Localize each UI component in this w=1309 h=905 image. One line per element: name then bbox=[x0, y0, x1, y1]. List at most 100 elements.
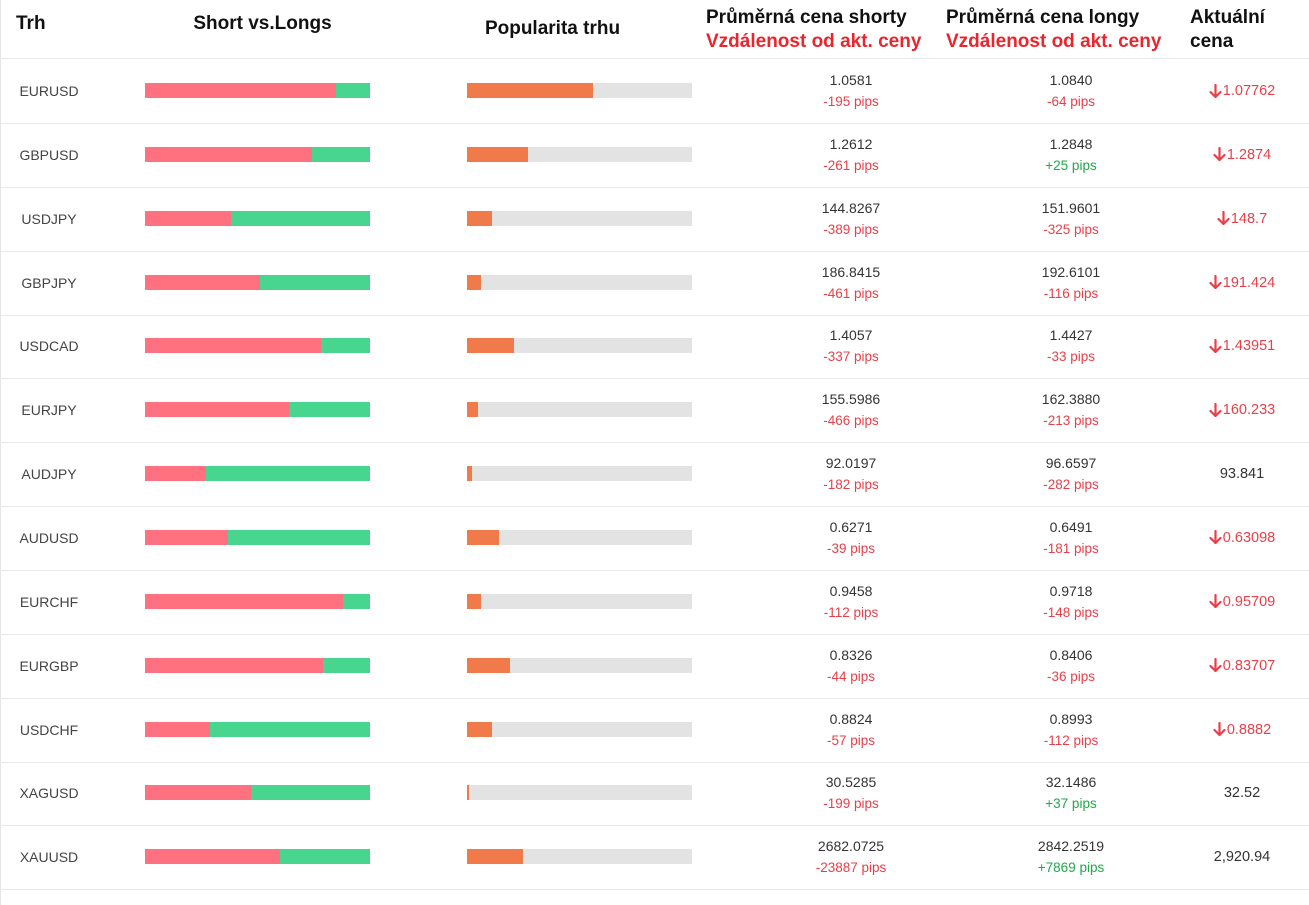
avg-long-cell: 151.9601 -325 pips bbox=[971, 187, 1171, 251]
avg-short-cell: 0.8326 -44 pips bbox=[751, 634, 951, 698]
header-avg-long-title: Průměrná cena longy bbox=[946, 7, 1140, 28]
short-share-fill bbox=[145, 210, 231, 226]
table-row[interactable]: XAUUSD 2682.0725 -23887 pips 2842.2519 +7869… bbox=[0, 825, 1309, 891]
table-header: Trh Short vs.Longs Popularita trhu Průmě… bbox=[0, 0, 1309, 59]
market-pair[interactable]: AUDUSD bbox=[19, 529, 79, 546]
avg-short-price: 144.8267 bbox=[821, 199, 881, 216]
popularity-fill bbox=[467, 721, 492, 737]
table-row[interactable]: EURJPY 155.5986 -466 pips 162.3880 -213 pips… bbox=[0, 378, 1309, 444]
short-share-fill bbox=[145, 721, 211, 737]
avg-short-cell: 144.8267 -389 pips bbox=[751, 187, 951, 251]
market-pair[interactable]: EURCHF bbox=[19, 593, 79, 610]
avg-long-cell: 96.6597 -282 pips bbox=[971, 442, 1171, 506]
table-row[interactable]: XAGUSD 30.5285 -199 pips 32.1486 +37 pips 32.… bbox=[0, 761, 1309, 827]
short-long-bar bbox=[145, 146, 370, 162]
current-price-value: 1.07762 bbox=[1222, 83, 1276, 99]
long-distance-pips: -64 pips bbox=[1046, 94, 1096, 109]
table-row[interactable]: EURGBP 0.8326 -44 pips 0.8406 -36 pips 0.8370… bbox=[0, 634, 1309, 699]
popularity-fill bbox=[467, 210, 492, 226]
long-distance-pips: -112 pips bbox=[1043, 732, 1099, 748]
long-distance-pips: +7869 pips bbox=[1037, 860, 1105, 876]
avg-long-cell: 0.9718 -148 pips bbox=[971, 570, 1171, 634]
long-distance-pips: -213 pips bbox=[1043, 413, 1099, 429]
short-distance-pips: -57 pips bbox=[826, 732, 876, 748]
current-price: 32.52 bbox=[1182, 761, 1302, 825]
avg-long-price: 2842.2519 bbox=[1037, 838, 1105, 855]
market-pair[interactable]: GBPUSD bbox=[19, 146, 79, 163]
current-price: 93.841 bbox=[1182, 442, 1302, 506]
current-price: 191.424 bbox=[1182, 251, 1302, 315]
short-distance-pips: -389 pips bbox=[823, 221, 879, 237]
avg-long-cell: 1.0840 -64 pips bbox=[971, 59, 1171, 123]
avg-short-cell: 1.2612 -261 pips bbox=[751, 123, 951, 187]
current-price-value: 0.83707 bbox=[1222, 657, 1276, 674]
short-distance-pips: -466 pips bbox=[823, 413, 879, 429]
short-distance-pips: -44 pips bbox=[826, 668, 876, 684]
header-short-vs-longs: Short vs.Longs bbox=[193, 13, 332, 34]
table-row[interactable]: USDCAD 1.4057 -337 pips 1.4427 -33 pips 1.439… bbox=[0, 314, 1309, 380]
table-row[interactable]: EURUSD 1.0581 -195 pips 1.0840 -64 pips 1.077… bbox=[0, 59, 1309, 124]
avg-long-price: 151.9601 bbox=[1041, 199, 1101, 216]
table-row[interactable]: USDJPY 144.8267 -389 pips 151.9601 -325 pips… bbox=[0, 187, 1309, 252]
market-pair[interactable]: USDJPY bbox=[21, 210, 77, 227]
popularity-fill bbox=[467, 657, 510, 673]
market-pair[interactable]: XAUUSD bbox=[19, 849, 79, 866]
avg-short-price: 1.2612 bbox=[829, 135, 873, 152]
market-pair[interactable]: EURJPY bbox=[21, 402, 77, 419]
avg-long-cell: 0.6491 -181 pips bbox=[971, 506, 1171, 570]
avg-short-cell: 30.5285 -199 pips bbox=[751, 761, 951, 825]
market-pair[interactable]: EURUSD bbox=[19, 83, 79, 99]
avg-long-cell: 0.8406 -36 pips bbox=[971, 634, 1171, 698]
market-pair[interactable]: USDCHF bbox=[19, 721, 79, 738]
avg-short-cell: 1.0581 -195 pips bbox=[751, 59, 951, 123]
current-price: 1.43951 bbox=[1182, 314, 1302, 378]
header-avg-short: Průměrná cena shorty Vzdálenost od akt. … bbox=[706, 6, 921, 54]
popularity-bar bbox=[467, 721, 692, 737]
market-pair[interactable]: AUDJPY bbox=[21, 466, 77, 483]
arrow-down-icon bbox=[1217, 211, 1230, 226]
short-distance-pips: -112 pips bbox=[823, 604, 879, 620]
short-share-fill bbox=[145, 402, 289, 418]
popularity-bar bbox=[467, 849, 692, 865]
long-distance-pips: -282 pips bbox=[1043, 477, 1099, 493]
current-price-value: 0.95709 bbox=[1222, 593, 1276, 610]
market-pair[interactable]: EURGBP bbox=[19, 657, 79, 674]
market-pair[interactable]: XAGUSD bbox=[19, 785, 79, 802]
current-price: 148.7 bbox=[1182, 187, 1302, 251]
popularity-bar bbox=[467, 529, 692, 545]
avg-short-price: 92.0197 bbox=[825, 455, 877, 472]
short-long-bar bbox=[145, 83, 370, 98]
avg-long-price: 96.6597 bbox=[1045, 455, 1097, 472]
popularity-fill bbox=[467, 849, 524, 865]
avg-long-price: 0.8993 bbox=[1049, 710, 1093, 727]
table-row[interactable]: USDCHF 0.8824 -57 pips 0.8993 -112 pips 0.888… bbox=[0, 698, 1309, 763]
avg-short-cell: 2682.0725 -23887 pips bbox=[751, 825, 951, 889]
short-share-fill bbox=[145, 274, 260, 290]
table-row[interactable]: EURCHF 0.9458 -112 pips 0.9718 -148 pips 0.95… bbox=[0, 570, 1309, 635]
short-distance-pips: -195 pips bbox=[823, 94, 879, 109]
arrow-down-icon bbox=[1209, 530, 1222, 545]
table-row[interactable]: AUDUSD 0.6271 -39 pips 0.6491 -181 pips 0.630… bbox=[0, 506, 1309, 571]
short-share-fill bbox=[145, 338, 321, 354]
market-pair[interactable]: USDCAD bbox=[19, 338, 79, 355]
current-price-value: 160.233 bbox=[1222, 402, 1276, 419]
short-share-fill bbox=[145, 466, 206, 482]
arrow-down-icon bbox=[1209, 594, 1222, 609]
short-long-bar bbox=[145, 849, 370, 865]
popularity-bar bbox=[467, 210, 692, 226]
table-row[interactable]: GBPUSD 1.2612 -261 pips 1.2848 +25 pips 1.287… bbox=[0, 123, 1309, 188]
popularity-fill bbox=[467, 338, 515, 354]
long-distance-pips: -325 pips bbox=[1043, 221, 1099, 237]
short-distance-pips: -261 pips bbox=[823, 157, 879, 173]
table-row[interactable]: GBPJPY 186.8415 -461 pips 192.6101 -116 pips… bbox=[0, 251, 1309, 316]
short-long-bar bbox=[145, 529, 370, 545]
arrow-down-icon bbox=[1213, 722, 1226, 737]
market-pair[interactable]: GBPJPY bbox=[21, 274, 77, 291]
current-price: 0.95709 bbox=[1182, 570, 1302, 634]
current-price: 0.83707 bbox=[1182, 634, 1302, 698]
current-price-value: 93.841 bbox=[1219, 466, 1265, 483]
long-distance-pips: -33 pips bbox=[1046, 349, 1096, 365]
short-distance-pips: -39 pips bbox=[826, 540, 876, 556]
table-row[interactable]: AUDJPY 92.0197 -182 pips 96.6597 -282 pips 93… bbox=[0, 442, 1309, 508]
avg-short-price: 0.8824 bbox=[829, 710, 873, 727]
